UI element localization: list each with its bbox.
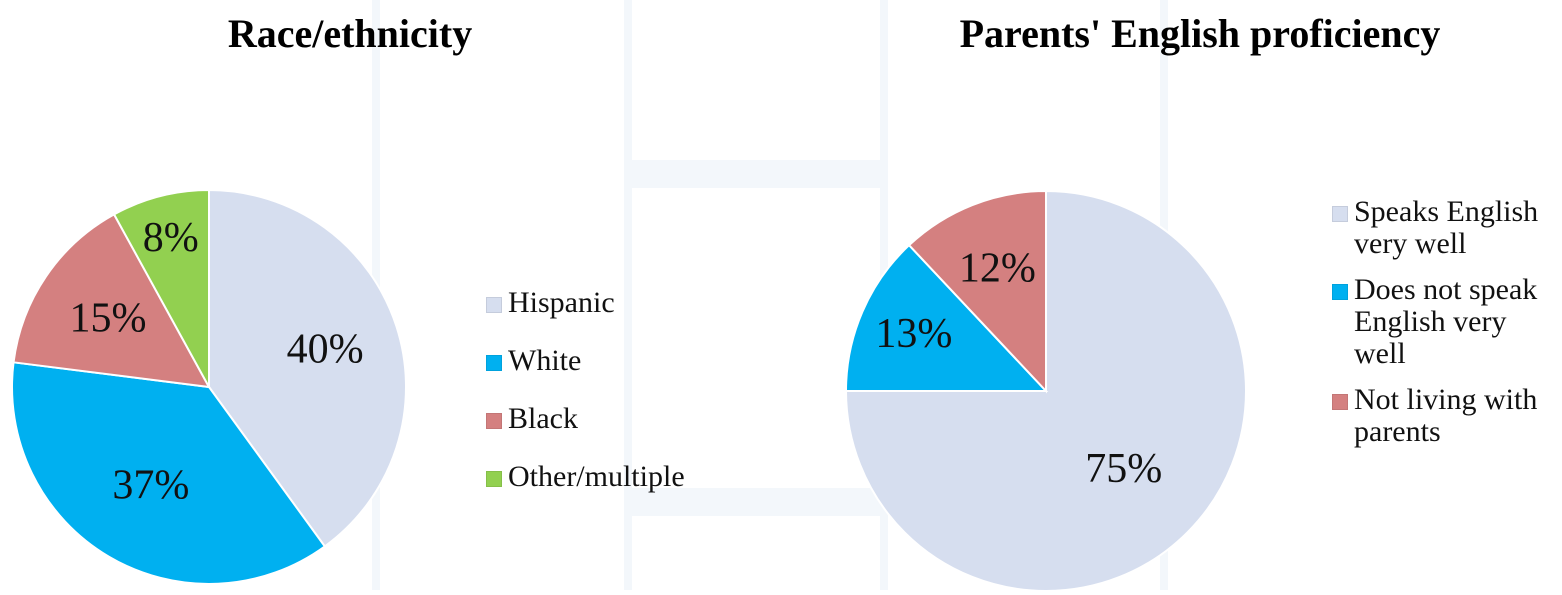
legend-race: Hispanic White Black Other/multiple [486, 287, 746, 519]
legend-label: Hispanic [508, 286, 615, 319]
pie-slice-hispanic [208, 188, 407, 548]
legend-english: Speaks English very well Does not speak … [1332, 196, 1562, 462]
data-label: 75% [1085, 446, 1162, 492]
legend-label: Black [508, 402, 578, 435]
data-label: 37% [112, 462, 189, 508]
legend-swatch [1332, 394, 1348, 410]
background-decoration [624, 0, 632, 590]
legend-item-not-speak-well: Does not speak English very well [1332, 274, 1562, 370]
pie-slice-does-not-speak-english-very-well [844, 243, 1049, 392]
legend-swatch [1332, 284, 1348, 300]
pie-slice-speaks-english-very-well [844, 189, 1247, 592]
legend-swatch [486, 413, 502, 429]
data-label: 40% [287, 326, 364, 372]
data-label: 15% [69, 295, 146, 341]
legend-swatch [486, 471, 502, 487]
background-decoration [632, 488, 880, 516]
legend-item-hispanic: Hispanic [486, 287, 746, 345]
chart-title-race: Race/ethnicity [227, 11, 473, 56]
legend-label: Does not speak English very well [1354, 273, 1538, 370]
legend-item-black: Black [486, 403, 746, 461]
legend-label: Speaks English very well [1354, 195, 1539, 260]
legend-swatch [1332, 206, 1348, 222]
data-label: 8% [143, 215, 199, 261]
pie-slice-black [12, 213, 211, 389]
pie-slice-white [11, 361, 327, 585]
pie-slice-not-living-with-parents [907, 189, 1047, 394]
legend-swatch [486, 297, 502, 313]
legend-swatch [486, 355, 502, 371]
data-label: 12% [959, 245, 1036, 291]
background-decoration [632, 160, 880, 188]
legend-label: Other/multiple [508, 460, 685, 493]
data-label: 13% [875, 311, 952, 357]
legend-label: White [508, 344, 582, 377]
pie-chart-english: 75% 13%12% [844, 189, 1247, 592]
legend-item-speaks-well: Speaks English very well [1332, 196, 1562, 260]
pie-chart-race: 40% 37% 15% 8% [11, 188, 407, 585]
legend-label: Not living with parents [1354, 383, 1538, 448]
legend-item-other: Other/multiple [486, 461, 746, 519]
pie-slice-other-multiple [112, 188, 210, 388]
legend-item-not-living: Not living with parents [1332, 384, 1562, 448]
legend-item-white: White [486, 345, 746, 403]
chart-title-english: Parents' English proficiency [959, 11, 1441, 56]
